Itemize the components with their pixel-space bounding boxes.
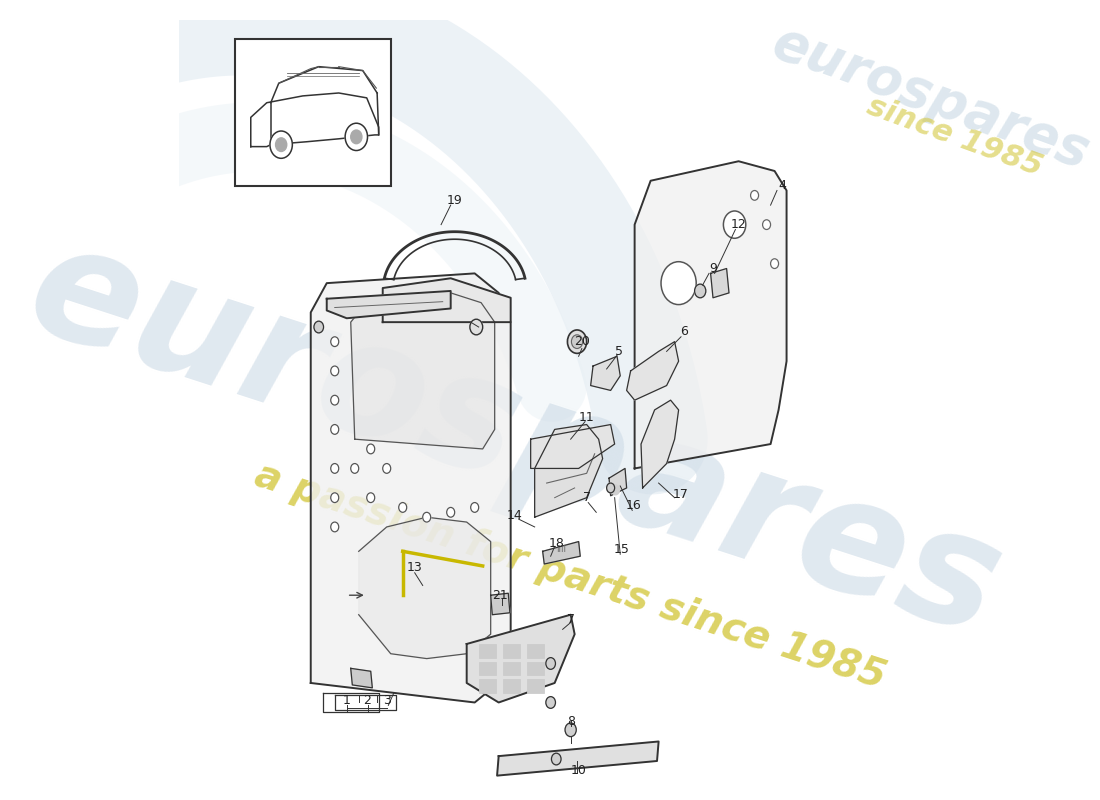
Circle shape [612,485,619,494]
Circle shape [331,395,339,405]
Polygon shape [609,469,627,496]
Circle shape [661,262,696,305]
Polygon shape [641,400,679,488]
Text: a passion for parts since 1985: a passion for parts since 1985 [251,455,891,696]
Circle shape [771,258,779,269]
Text: 21: 21 [493,589,508,602]
Text: eurospares: eurospares [764,17,1096,179]
Circle shape [351,130,362,144]
Text: 9: 9 [710,262,717,275]
Polygon shape [383,278,510,322]
Polygon shape [627,342,679,400]
Text: 1: 1 [343,694,351,707]
Bar [478,679,496,693]
Circle shape [351,463,359,474]
Text: 3: 3 [383,694,390,707]
Circle shape [565,723,576,737]
Circle shape [331,425,339,434]
Circle shape [270,131,293,158]
Polygon shape [530,425,615,469]
Polygon shape [535,425,603,517]
Circle shape [606,483,615,493]
Text: 4: 4 [779,179,786,192]
Text: 17: 17 [673,488,689,502]
Circle shape [398,502,407,512]
Polygon shape [351,293,495,449]
Text: 10: 10 [571,764,586,778]
Text: 12: 12 [730,218,747,231]
Text: 6: 6 [680,326,689,338]
Polygon shape [359,517,491,658]
Polygon shape [327,291,451,318]
Text: IIII: IIII [557,545,566,554]
Bar [234,39,390,186]
Polygon shape [635,162,786,469]
Polygon shape [591,356,620,390]
Circle shape [471,502,478,512]
Text: 14: 14 [507,509,522,522]
Polygon shape [497,742,659,776]
Text: 7: 7 [583,491,591,504]
Circle shape [762,220,771,230]
Text: 2: 2 [364,694,372,707]
Circle shape [694,284,706,298]
Text: 16: 16 [626,499,641,512]
Polygon shape [351,668,372,688]
Circle shape [331,493,339,502]
Polygon shape [491,594,510,614]
Circle shape [331,366,339,376]
Circle shape [571,335,583,349]
Bar [527,679,544,693]
Polygon shape [542,542,580,564]
Bar [503,644,520,658]
Circle shape [314,321,323,333]
Circle shape [366,493,375,502]
Circle shape [551,753,561,765]
Circle shape [447,507,454,517]
Text: eurospares: eurospares [10,210,1019,669]
Circle shape [276,138,287,151]
Text: since 1985: since 1985 [862,92,1046,182]
Circle shape [331,463,339,474]
Text: 18: 18 [548,537,564,550]
Bar [503,679,520,693]
Text: 20: 20 [574,335,590,348]
Circle shape [470,319,483,335]
Circle shape [331,522,339,532]
Circle shape [546,658,556,670]
Circle shape [383,463,390,474]
Bar [478,644,496,658]
Bar [527,644,544,658]
Polygon shape [310,274,510,702]
Circle shape [750,190,759,200]
Circle shape [366,444,375,454]
Circle shape [546,697,556,708]
Bar [478,662,496,675]
Circle shape [568,330,586,354]
Polygon shape [466,614,574,702]
Circle shape [345,123,367,150]
Circle shape [331,337,339,346]
Text: 7: 7 [566,613,574,626]
Text: 19: 19 [447,194,463,206]
Text: 15: 15 [614,543,630,556]
Text: 8: 8 [566,715,574,729]
Text: 11: 11 [579,411,594,424]
Bar [503,662,520,675]
Text: 5: 5 [615,345,623,358]
Circle shape [724,211,746,238]
Circle shape [422,512,431,522]
Text: 13: 13 [407,562,422,574]
Polygon shape [711,269,729,298]
Bar [527,662,544,675]
